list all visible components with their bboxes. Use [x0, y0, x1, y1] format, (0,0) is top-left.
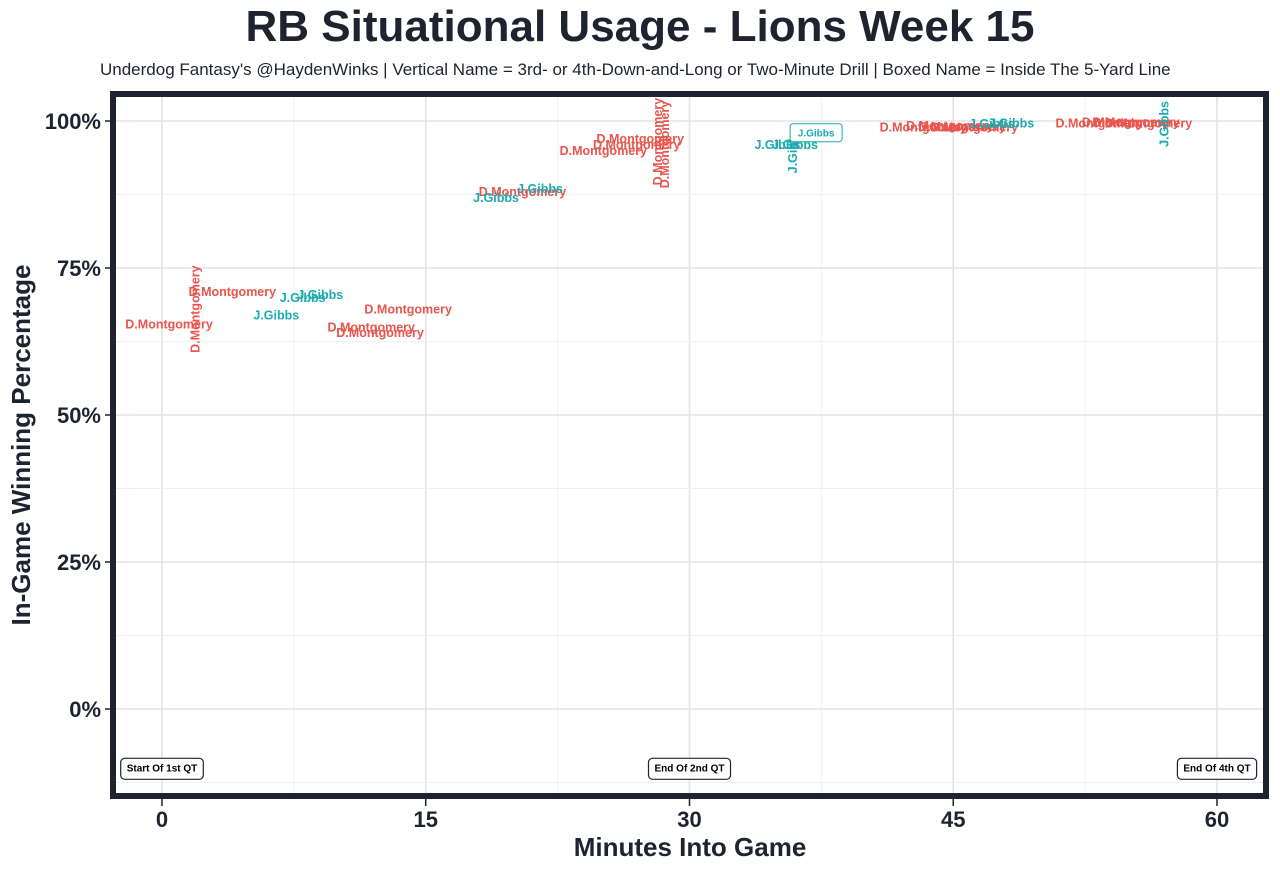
data-point-box [789, 123, 843, 143]
data-point-label: D.Montgomery [1082, 116, 1170, 130]
x-tick-label: 0 [156, 807, 168, 832]
data-point-label: D.Montgomery [1105, 116, 1193, 130]
x-tick-label: 30 [677, 807, 701, 832]
data-point-label-vertical: D.Montgomery [651, 98, 665, 186]
grid-lines [116, 97, 1263, 793]
chart-subtitle: Underdog Fantasy's @HaydenWinks | Vertic… [100, 60, 1171, 79]
data-point-label: D.Montgomery [906, 119, 994, 133]
data-point-label: D.Montgomery [918, 120, 1006, 134]
y-tick-label: 75% [57, 256, 101, 281]
chart-title: RB Situational Usage - Lions Week 15 [245, 2, 1035, 51]
x-tick-label: 15 [414, 807, 438, 832]
quarter-marker-box [1176, 757, 1258, 780]
quarter-marker-box [120, 757, 204, 780]
x-axis-title: Minutes Into Game [574, 832, 807, 862]
quarter-marker-label: Start Of 1st QT [127, 763, 198, 774]
data-point-label: D.Montgomery [880, 120, 968, 134]
plot-frame [110, 91, 1269, 799]
data-point-label: D.Montgomery [597, 132, 685, 146]
data-point-label: J.Gibbs [517, 182, 563, 196]
y-axis-title: In-Game Winning Percentage [6, 265, 36, 626]
data-point-label: D.Montgomery [364, 303, 452, 317]
quarter-marker-box [647, 757, 732, 780]
data-point-label: J.Gibbs [473, 191, 519, 205]
data-point-label-boxed: J.Gibbs [798, 128, 835, 139]
quarter-markers: Start Of 1st QT End Of 2nd QT End Of 4th Q… [120, 757, 1258, 780]
y-axis-ticks: 0% 25% 50% 75% 100% [45, 109, 113, 722]
data-point-label: J.Gibbs [988, 116, 1034, 130]
data-point-label: D.Montgomery [327, 320, 415, 334]
x-tick-label: 60 [1205, 807, 1229, 832]
data-point-label: D.Montgomery [479, 185, 567, 199]
x-axis-ticks: 0 15 30 45 60 [156, 799, 1229, 832]
data-points: D.MontgomeryD.MontgomeryD.MontgomeryJ.Gi… [125, 98, 1192, 353]
y-tick-label: 0% [69, 697, 101, 722]
data-point-label: D.Montgomery [931, 120, 1019, 134]
data-point-label: J.Gibbs [280, 291, 326, 305]
data-point-label: D.Montgomery [189, 285, 277, 299]
y-tick-label: 25% [57, 550, 101, 575]
data-point-label-vertical: D.Montgomery [658, 101, 672, 189]
y-tick-label: 50% [57, 403, 101, 428]
data-point-label: D.Montgomery [1055, 116, 1143, 130]
data-point-label: J.Gibbs [754, 138, 800, 152]
data-point-label: J.Gibbs [969, 117, 1015, 131]
quarter-marker-label: End Of 2nd QT [655, 763, 725, 774]
data-point-label-vertical: D.Montgomery [188, 265, 202, 353]
data-point-label-vertical: J.Gibbs [1157, 101, 1171, 147]
data-point-label: J.Gibbs [297, 288, 343, 302]
data-point-label: D.Montgomery [125, 317, 213, 331]
data-point-label: J.Gibbs [253, 309, 299, 323]
data-point-label: D.Montgomery [336, 326, 424, 340]
data-point-label: D.Montgomery [593, 138, 681, 152]
data-point-label: D.Montgomery [1092, 116, 1180, 130]
x-tick-label: 45 [941, 807, 965, 832]
data-point-label: D.Montgomery [560, 144, 648, 158]
y-tick-label: 100% [45, 109, 101, 134]
quarter-marker-label: End Of 4th QT [1183, 763, 1250, 774]
